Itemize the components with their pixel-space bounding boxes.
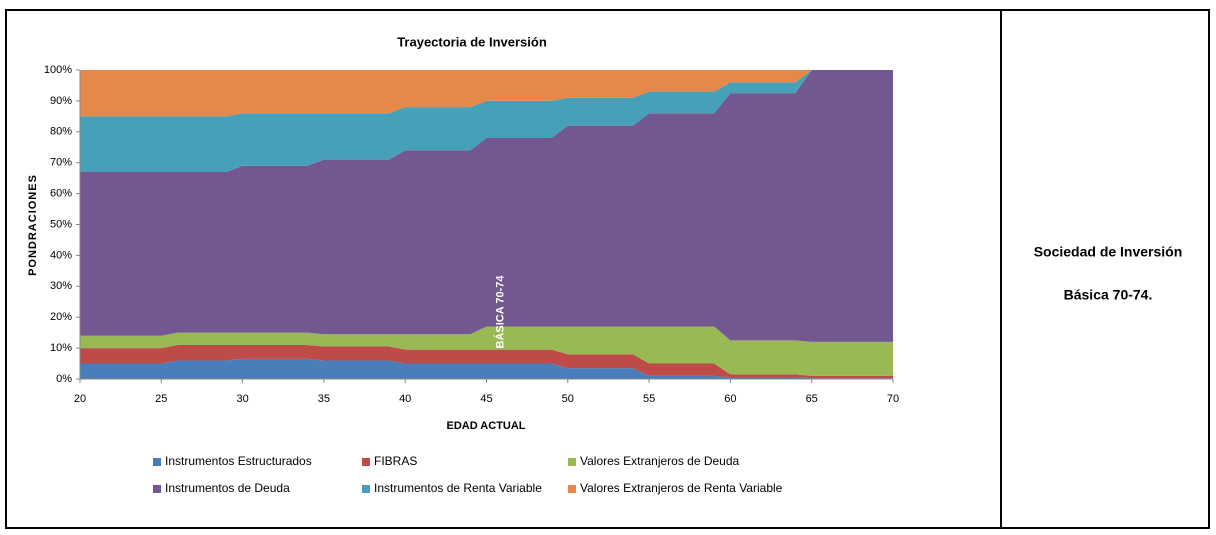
side-text: Básica 70-74. xyxy=(1064,287,1153,303)
y-tick-label: 0% xyxy=(56,373,72,385)
y-tick-label: 100% xyxy=(44,64,72,76)
y-tick-label: 60% xyxy=(50,188,72,200)
side-text: Sociedad de Inversión xyxy=(1034,244,1183,260)
area xyxy=(80,70,893,172)
legend-swatch xyxy=(568,458,576,466)
x-axis-label: EDAD ACTUAL xyxy=(446,420,525,432)
y-tick-label: 20% xyxy=(50,311,72,323)
x-tick-label: 40 xyxy=(399,393,411,405)
legend-swatch xyxy=(153,485,161,493)
y-tick-label: 40% xyxy=(50,249,72,261)
x-tick-label: 70 xyxy=(887,393,899,405)
legend-label: Valores Extranjeros de Deuda xyxy=(580,454,740,468)
frame xyxy=(5,9,1210,529)
annotation: BÁSICA 70-74 xyxy=(494,275,507,349)
y-axis-label: PONDRACIONES xyxy=(27,174,39,276)
area xyxy=(80,326,893,376)
y-tick-label: 90% xyxy=(50,95,72,107)
x-tick-label: 45 xyxy=(480,393,492,405)
x-tick-label: 60 xyxy=(724,393,736,405)
y-tick-label: 50% xyxy=(50,218,72,230)
x-tick-label: 65 xyxy=(806,393,818,405)
legend-swatch xyxy=(362,458,370,466)
legend-label: Instrumentos de Deuda xyxy=(165,481,290,495)
area xyxy=(80,345,893,379)
y-tick-label: 30% xyxy=(50,280,72,292)
x-tick-label: 55 xyxy=(643,393,655,405)
legend-label: Instrumentos Estructurados xyxy=(165,454,312,468)
y-tick-label: 10% xyxy=(50,342,72,354)
y-tick-label: 80% xyxy=(50,126,72,138)
y-tick-label: 70% xyxy=(50,157,72,169)
area xyxy=(80,70,893,342)
legend-swatch xyxy=(153,458,161,466)
legend-label: FIBRAS xyxy=(374,454,417,468)
chart-title: Trayectoria de Inversión xyxy=(397,34,547,49)
legend-swatch xyxy=(568,485,576,493)
area xyxy=(80,70,893,117)
legend-label: Instrumentos de Renta Variable xyxy=(374,481,542,495)
legend-swatch xyxy=(362,485,370,493)
x-tick-label: 30 xyxy=(236,393,248,405)
legend-label: Valores Extranjeros de Renta Variable xyxy=(580,481,783,495)
x-tick-label: 35 xyxy=(318,393,330,405)
x-tick-label: 20 xyxy=(74,393,86,405)
x-tick-label: 25 xyxy=(155,393,167,405)
area xyxy=(80,358,893,379)
x-tick-label: 50 xyxy=(562,393,574,405)
